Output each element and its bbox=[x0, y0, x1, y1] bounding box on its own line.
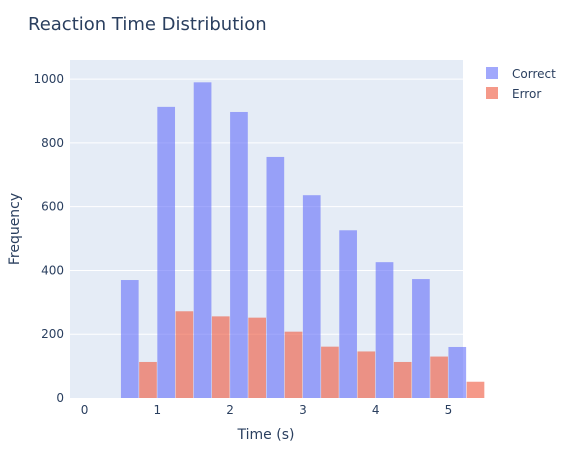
bar-correct[interactable] bbox=[120, 280, 139, 398]
legend-label-error: Error bbox=[512, 87, 541, 101]
bar-error[interactable] bbox=[175, 311, 194, 398]
bar-correct[interactable] bbox=[193, 82, 212, 398]
legend-swatch-correct bbox=[486, 67, 498, 79]
y-tick-label: 600 bbox=[41, 200, 64, 214]
bar-correct[interactable] bbox=[157, 106, 176, 399]
legend-label-correct: Correct bbox=[512, 67, 556, 81]
x-tick-label: 0 bbox=[81, 403, 89, 417]
x-tick-label: 3 bbox=[299, 403, 307, 417]
bar-correct[interactable] bbox=[375, 262, 394, 398]
bar-error[interactable] bbox=[357, 351, 376, 398]
legend-swatch-error bbox=[486, 87, 498, 99]
bar-error[interactable] bbox=[430, 356, 448, 398]
legend-item-correct[interactable]: Correct bbox=[486, 67, 556, 81]
y-tick-label: 800 bbox=[41, 136, 64, 150]
bar-error[interactable] bbox=[248, 317, 266, 398]
bar-error[interactable] bbox=[211, 316, 230, 398]
y-tick-label: 200 bbox=[41, 327, 64, 341]
bar-error[interactable] bbox=[284, 331, 303, 398]
bar-error[interactable] bbox=[466, 381, 485, 398]
bars bbox=[120, 82, 485, 399]
bar-correct[interactable] bbox=[448, 346, 467, 398]
y-axis-title: Frequency bbox=[7, 193, 23, 265]
bar-correct[interactable] bbox=[412, 279, 430, 398]
bar-correct[interactable] bbox=[266, 156, 285, 398]
x-tick-label: 5 bbox=[445, 403, 453, 417]
bar-correct[interactable] bbox=[302, 195, 321, 398]
x-axis-ticks: 0 1 2 3 4 5 bbox=[81, 403, 453, 417]
bar-correct[interactable] bbox=[339, 230, 357, 398]
y-tick-label: 400 bbox=[41, 263, 64, 277]
bar-error[interactable] bbox=[393, 361, 412, 398]
x-tick-label: 4 bbox=[372, 403, 380, 417]
legend: Correct Error bbox=[486, 67, 556, 101]
x-axis-title: Time (s) bbox=[237, 427, 295, 443]
y-tick-label: 0 bbox=[56, 391, 64, 405]
chart-title: Reaction Time Distribution bbox=[28, 14, 267, 35]
y-axis-ticks: 0 200 400 600 800 1000 bbox=[33, 72, 64, 405]
x-tick-label: 2 bbox=[226, 403, 234, 417]
bar-correct[interactable] bbox=[230, 111, 248, 398]
y-tick-label: 1000 bbox=[33, 72, 64, 86]
bar-error[interactable] bbox=[321, 346, 339, 398]
x-tick-label: 1 bbox=[154, 403, 162, 417]
legend-item-error[interactable]: Error bbox=[486, 87, 541, 101]
bar-error[interactable] bbox=[139, 361, 157, 398]
